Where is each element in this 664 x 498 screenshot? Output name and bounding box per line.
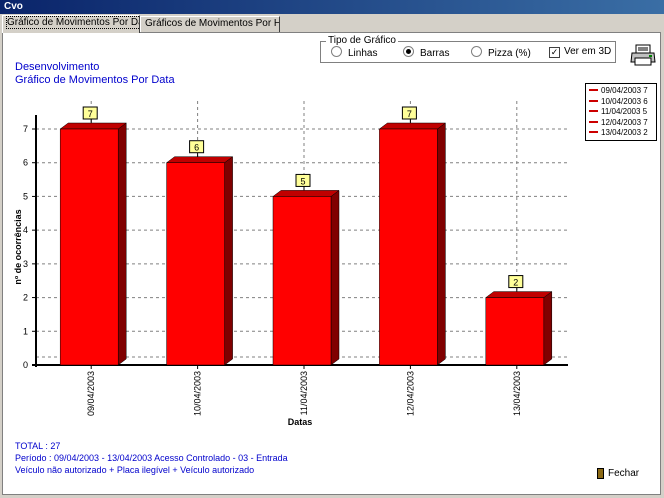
bar-top <box>165 156 234 163</box>
tab-label: Gráfico de Movimentos Por Data <box>5 16 139 29</box>
chart-legend: 09/04/2003 7 10/04/2003 6 11/04/2003 5 1… <box>585 83 657 141</box>
data-label-box <box>189 140 205 154</box>
y-tick-label: 1 <box>23 326 28 336</box>
y-tick-label: 3 <box>23 259 28 269</box>
data-label: 2 <box>513 278 518 288</box>
legend-entry-label: 10/04/2003 6 <box>601 96 648 106</box>
radio-barras-indicator[interactable] <box>403 46 414 57</box>
x-tick-label: 11/04/2003 <box>299 371 309 415</box>
footer-period: Período : 09/04/2003 - 13/04/2003 Acesso… <box>15 453 288 463</box>
bar-side <box>543 291 553 366</box>
bar-side <box>330 189 340 366</box>
x-tick-label: 13/04/2003 <box>512 371 522 416</box>
y-tick-label: 5 <box>23 191 28 201</box>
legend-entry-label: 13/04/2003 2 <box>601 128 648 137</box>
radio-linhas-indicator[interactable] <box>331 46 342 57</box>
legend-swatch <box>589 131 598 133</box>
x-tick-label: 10/04/2003 <box>193 371 203 416</box>
legend-entry-label: 12/04/2003 7 <box>601 117 648 127</box>
data-label-box <box>295 173 311 187</box>
radio-linhas[interactable]: Linhas <box>331 46 377 60</box>
x-axis-label: Datas <box>288 417 313 427</box>
close-button-label: Fechar <box>608 468 640 479</box>
tab-movimentos-por-data[interactable]: Gráfico de Movimentos Por Data <box>2 15 140 33</box>
bar <box>485 297 545 366</box>
checkbox-ver-3d-box[interactable]: ✓ <box>549 47 560 58</box>
footer-total: TOTAL : 27 <box>15 441 61 451</box>
y-tick-label: 0 <box>23 360 28 370</box>
x-tick-label: 12/04/2003 <box>405 371 415 416</box>
chart-type-group-label: Tipo de Gráfico <box>326 35 398 47</box>
close-button[interactable]: Fechar <box>597 468 639 479</box>
checkbox-ver-3d-label: Ver em 3D <box>564 46 612 57</box>
radio-barras[interactable]: Barras <box>403 46 449 60</box>
data-label: 7 <box>88 109 93 119</box>
tab-movimentos-por-hora[interactable]: Gráficos de Movimentos Por Hora <box>140 16 280 32</box>
data-label-box <box>508 275 524 289</box>
door-icon <box>597 468 604 479</box>
radio-barras-label: Barras <box>420 48 450 59</box>
bar-top <box>59 122 127 130</box>
radio-pizza-label: Pizza (%) <box>488 48 531 59</box>
x-tick-label: 09/04/2003 <box>86 371 96 416</box>
chart-panel: Desenvolvimento Gráfico de Movimentos Po… <box>2 32 661 495</box>
radio-linhas-label: Linhas <box>348 48 378 59</box>
window-title: Cvo <box>0 0 664 14</box>
legend-swatch <box>589 89 598 91</box>
legend-entry: 10/04/2003 6 <box>589 97 656 108</box>
legend-entry: 12/04/2003 7 <box>589 118 656 129</box>
header-line-2: Gráfico de Movimentos Por Data <box>15 74 175 86</box>
bar-top <box>485 291 553 298</box>
bar <box>59 128 119 366</box>
radio-pizza-indicator[interactable] <box>471 46 482 57</box>
y-axis-label: nº de ocorrências <box>13 209 23 284</box>
printer-icon[interactable] <box>630 44 656 66</box>
y-tick-label: 6 <box>23 158 28 168</box>
legend-entry: 09/04/2003 7 <box>589 86 656 97</box>
data-label-box <box>401 106 417 120</box>
data-label: 5 <box>300 176 305 186</box>
tab-label: Gráficos de Movimentos Por Hora <box>145 18 279 29</box>
legend-entry-label: 09/04/2003 7 <box>601 86 648 95</box>
legend-swatch <box>589 120 598 123</box>
bar-side <box>117 122 127 366</box>
bar-top <box>378 122 447 130</box>
radio-pizza[interactable]: Pizza (%) <box>471 46 531 60</box>
data-label: 6 <box>194 143 199 153</box>
legend-entry: 13/04/2003 2 <box>589 128 656 139</box>
bar-side <box>437 122 446 366</box>
legend-entry: 11/04/2003 5 <box>589 107 656 118</box>
y-tick-label: 4 <box>23 225 28 235</box>
bar <box>272 196 332 366</box>
data-label-box <box>82 106 98 120</box>
bar-top <box>272 190 340 197</box>
chart-type-group: Tipo de Gráfico Linhas Barras Pizza (%) … <box>320 35 616 63</box>
legend-swatch <box>589 110 598 112</box>
y-tick-label: 2 <box>23 293 28 303</box>
bar <box>166 162 225 366</box>
data-label: 7 <box>407 109 412 119</box>
bar-chart: 0 1 2 3 4 5 6 7 nº de ocorrências 7 09/04/2003 6 10/… <box>13 101 568 427</box>
bar-side <box>224 156 233 366</box>
checkbox-ver-3d[interactable]: ✓ Ver em 3D <box>549 46 611 58</box>
y-tick-label: 7 <box>23 124 28 134</box>
bar <box>379 128 438 366</box>
legend-entry-label: 11/04/2003 5 <box>601 107 648 116</box>
tab-strip: Gráfico de Movimentos Por Data Gráficos … <box>0 15 664 33</box>
legend-swatch <box>589 99 598 102</box>
footer-filters: Veículo não autorizado + Placa ilegível … <box>15 465 255 475</box>
header-line-1: Desenvolvimento <box>15 61 100 73</box>
